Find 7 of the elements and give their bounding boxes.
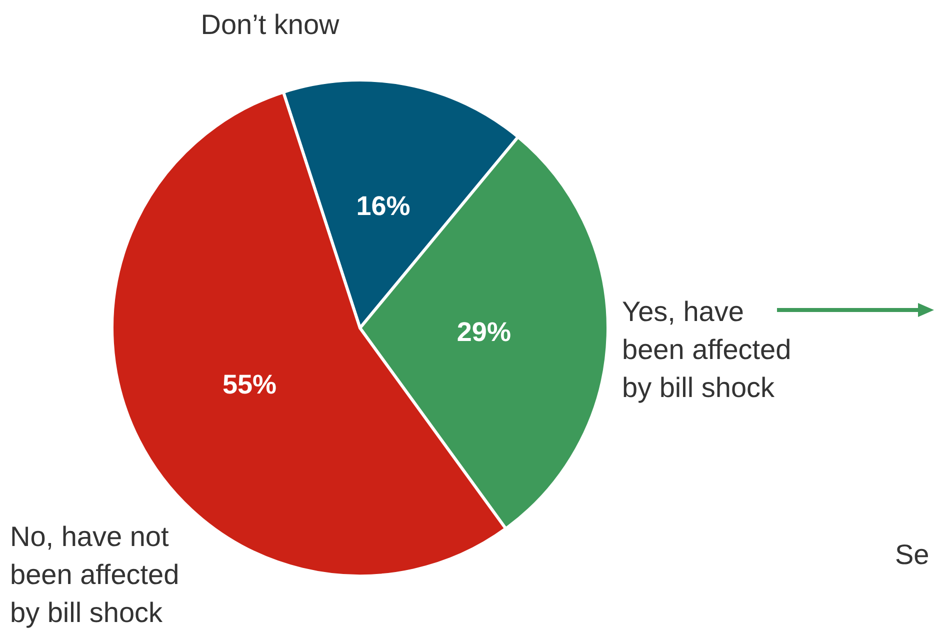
data-label: 29%	[456, 316, 511, 347]
slice-label: No, have not been affected by bill shock	[10, 521, 180, 628]
data-label: 16%	[356, 191, 410, 222]
text: Se	[895, 539, 930, 570]
data-label: 55%	[222, 369, 277, 400]
slice-label: Don’t know	[200, 9, 340, 40]
slice-label: Yes, have been affected by bill shock	[622, 296, 792, 403]
